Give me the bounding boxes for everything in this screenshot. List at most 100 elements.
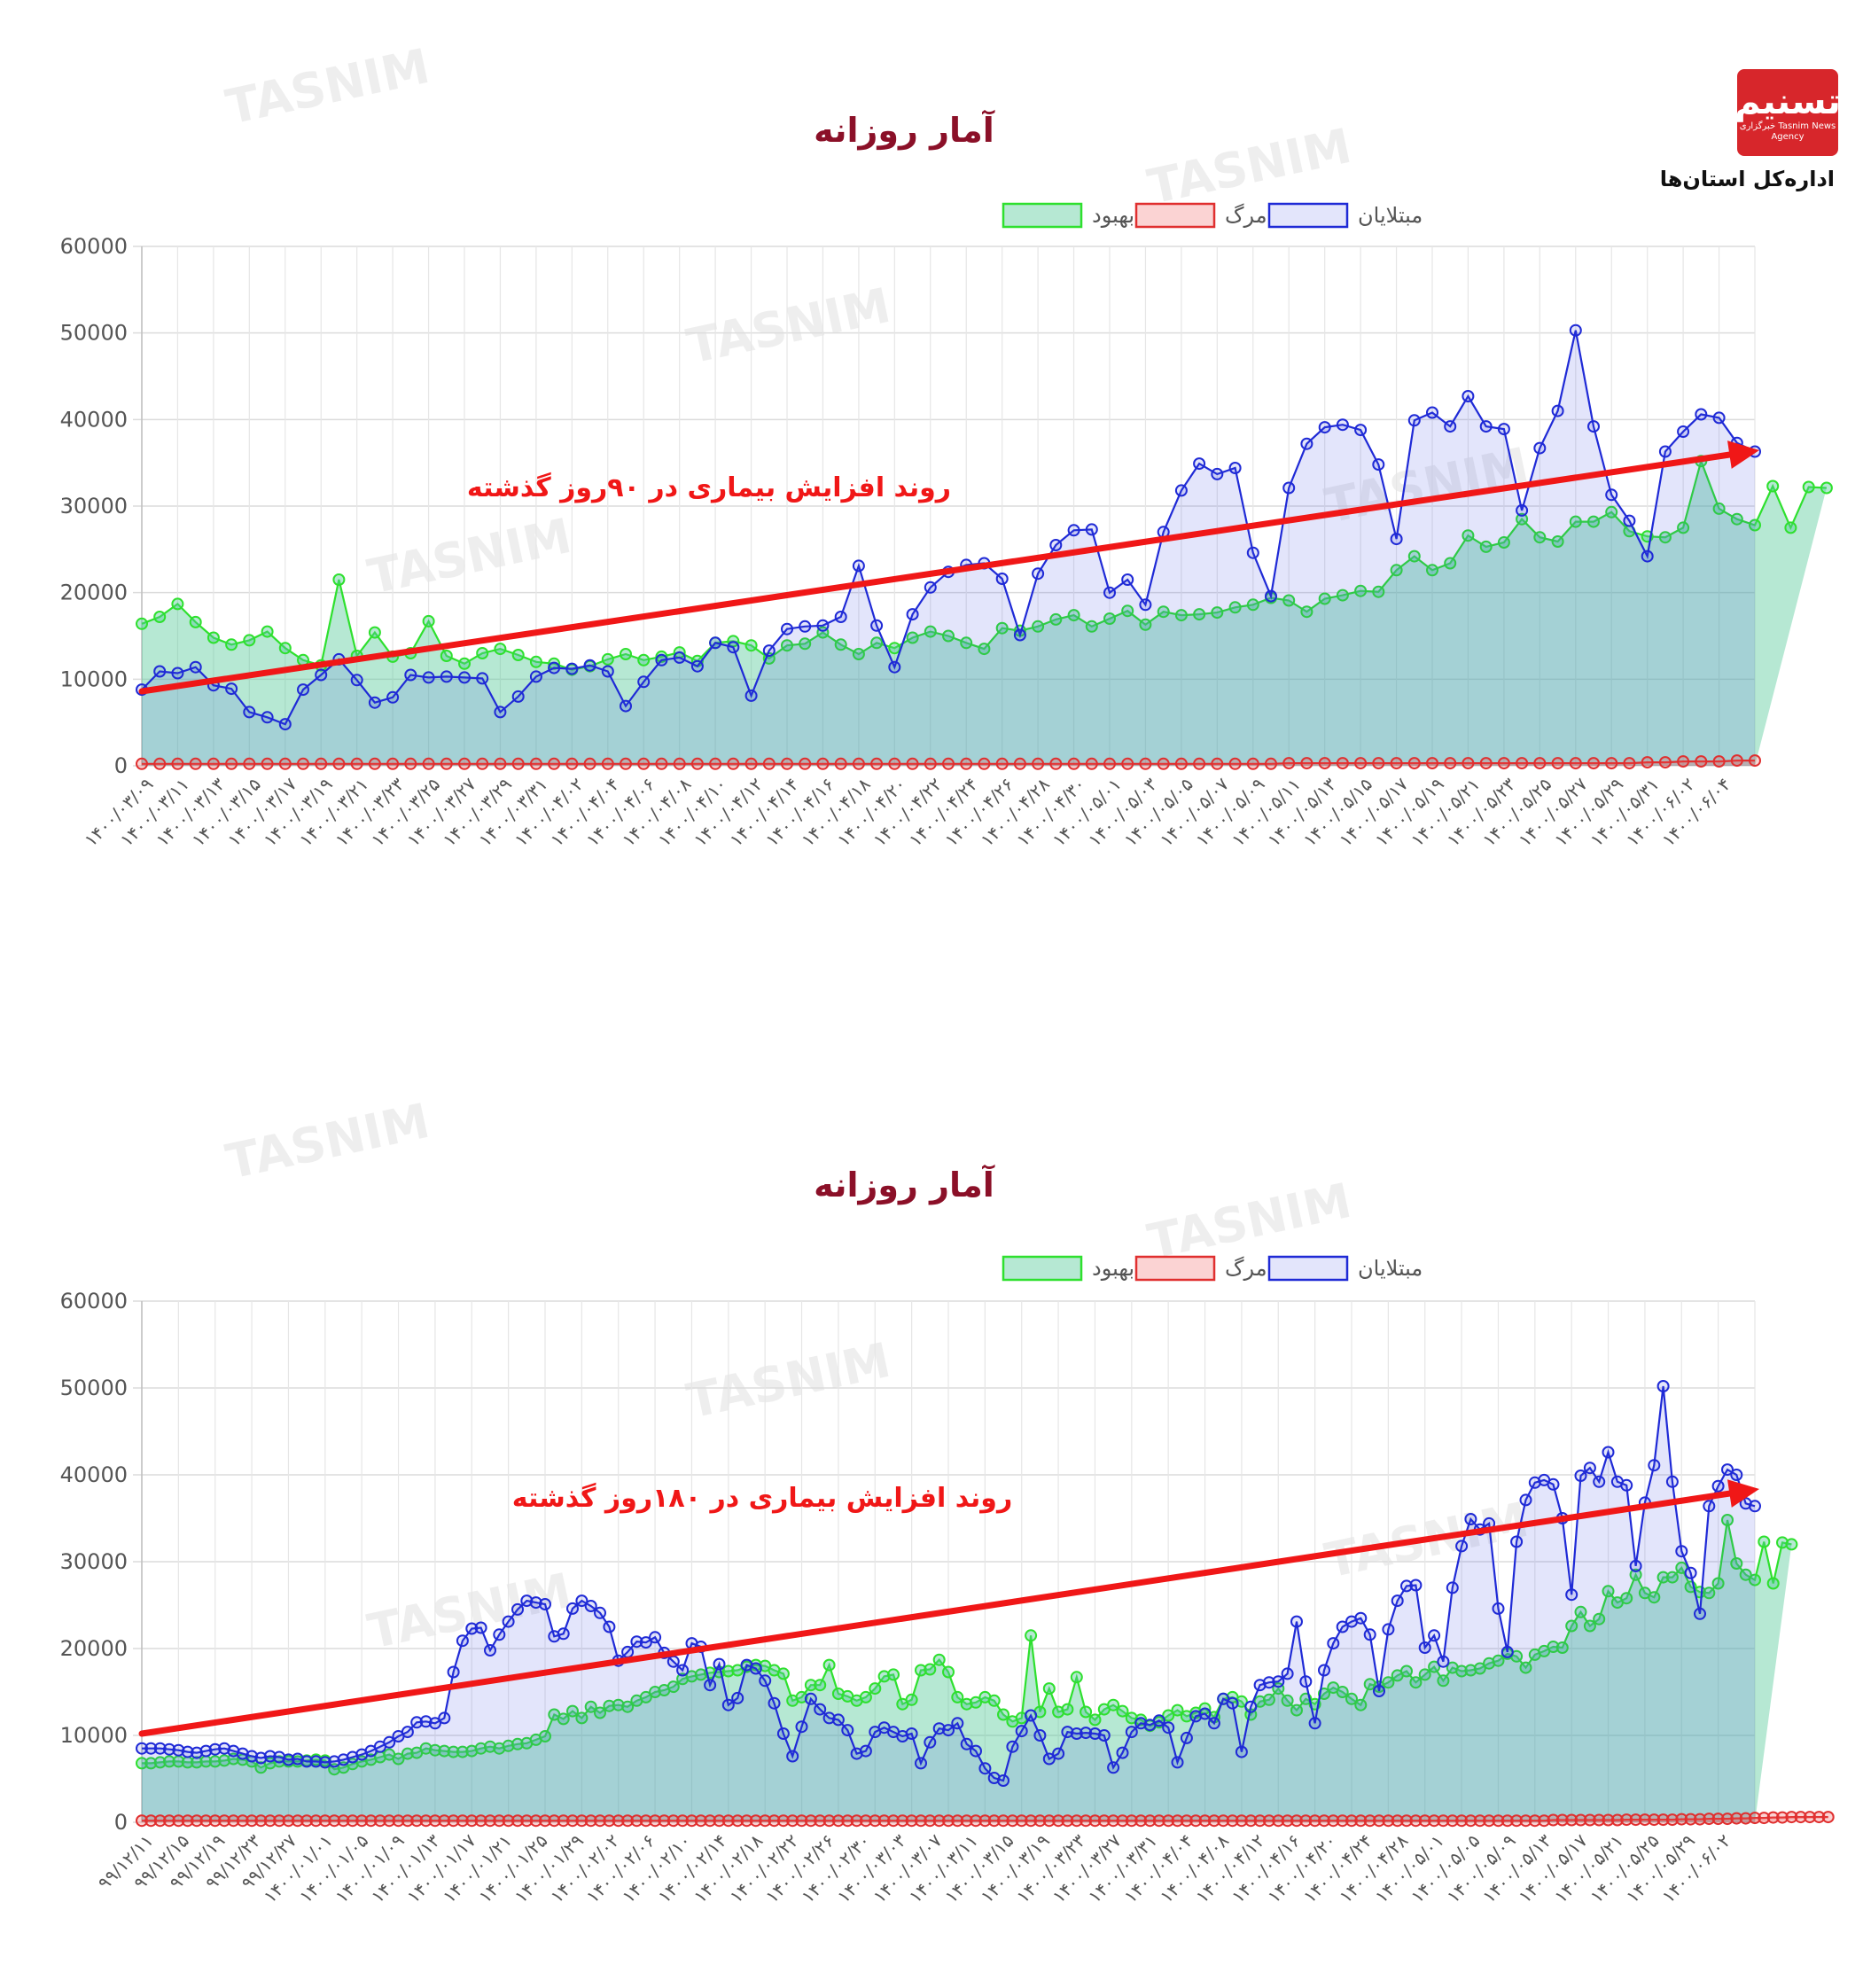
point-recovered: [781, 639, 793, 652]
point-infected: [713, 1657, 726, 1671]
area-recovered: [142, 461, 1827, 766]
point-death: [1211, 757, 1224, 770]
point-infected: [1067, 524, 1080, 537]
point-death: [309, 1814, 323, 1828]
point-infected: [386, 690, 400, 704]
point-death: [1565, 1813, 1578, 1827]
trend-arrow-head-icon: [1727, 440, 1759, 469]
point-death: [869, 1814, 882, 1828]
point-death: [484, 1814, 496, 1828]
y-tick-label: 60000: [60, 234, 128, 259]
point-infected: [1519, 1493, 1532, 1507]
point-infected: [297, 683, 309, 697]
point-infected: [261, 711, 274, 724]
point-infected: [1426, 406, 1438, 419]
point-infected: [474, 1621, 487, 1634]
point-recovered: [1785, 1538, 1798, 1551]
point-death: [1629, 1813, 1642, 1827]
point-recovered: [1593, 1612, 1606, 1625]
point-death: [621, 1814, 635, 1828]
point-death: [795, 1814, 808, 1828]
y-tick-label: 20000: [60, 581, 128, 605]
point-death: [474, 1814, 487, 1828]
point-death: [1528, 1814, 1541, 1828]
point-recovered: [942, 629, 955, 643]
point-recovered: [834, 638, 847, 651]
point-infected: [1006, 1740, 1019, 1753]
point-death: [1189, 1814, 1203, 1828]
point-recovered: [392, 1752, 405, 1766]
point-recovered: [932, 1653, 946, 1666]
point-recovered: [440, 650, 453, 662]
point-death: [995, 757, 1009, 770]
point-death: [1281, 1814, 1294, 1828]
point-recovered: [1125, 1711, 1138, 1725]
point-infected: [565, 662, 579, 675]
point-death: [172, 1814, 185, 1828]
point-death: [1171, 1814, 1184, 1828]
point-death: [493, 1814, 506, 1828]
point-death: [1157, 757, 1170, 770]
point-recovered: [1134, 1713, 1148, 1727]
point-recovered: [1070, 1671, 1083, 1684]
point-recovered: [502, 1739, 515, 1752]
point-infected: [1299, 1675, 1313, 1688]
point-recovered: [1300, 605, 1313, 619]
point-death: [153, 1814, 167, 1828]
point-death: [1299, 1814, 1313, 1828]
point-recovered: [1262, 1693, 1275, 1706]
point-death: [529, 757, 542, 770]
point-death: [1749, 1812, 1761, 1825]
point-death: [575, 1814, 589, 1828]
point-death: [1593, 1813, 1606, 1827]
point-death: [1061, 1814, 1074, 1828]
chart-90-days: TASNIMTASNIMTASNIMTASNIMTASNIMآمار روزان…: [60, 38, 1833, 851]
point-death: [721, 1814, 735, 1828]
point-infected: [136, 1742, 148, 1755]
point-death: [1336, 757, 1349, 770]
point-infected: [834, 611, 847, 623]
point-infected: [208, 1742, 222, 1756]
point-recovered: [1587, 515, 1600, 528]
point-recovered: [906, 631, 919, 644]
point-infected: [584, 1600, 597, 1612]
point-infected: [951, 1717, 964, 1730]
y-tick-label: 10000: [60, 1723, 128, 1748]
point-death: [1510, 1814, 1524, 1828]
point-recovered: [814, 1679, 827, 1692]
point-infected: [1418, 1641, 1431, 1654]
point-death: [1648, 1813, 1661, 1827]
point-infected: [1211, 467, 1224, 480]
point-death: [951, 1814, 964, 1828]
point-death: [181, 1814, 194, 1828]
point-death: [841, 1814, 854, 1828]
point-recovered: [1336, 589, 1349, 602]
point-infected: [404, 668, 417, 682]
point-recovered: [529, 655, 542, 668]
point-infected: [1373, 1685, 1385, 1697]
point-infected: [476, 672, 489, 685]
legend-label-recovered: بهبود: [1092, 203, 1134, 228]
point-death: [1821, 1811, 1835, 1824]
point-recovered: [1418, 1668, 1431, 1681]
point-recovered: [1766, 479, 1780, 493]
point-recovered: [822, 1658, 836, 1672]
point-recovered: [511, 1737, 524, 1750]
point-death: [1658, 756, 1672, 769]
point-death: [655, 757, 668, 770]
point-infected: [915, 1757, 927, 1770]
point-recovered: [1174, 609, 1188, 622]
point-infected: [759, 1674, 772, 1688]
point-recovered: [1749, 1573, 1761, 1587]
point-death: [458, 757, 471, 770]
point-death: [428, 1814, 441, 1828]
point-recovered: [997, 1708, 1009, 1721]
point-death: [1013, 757, 1026, 770]
point-recovered: [666, 1680, 680, 1694]
point-death: [834, 757, 847, 770]
point-infected: [870, 619, 884, 632]
point-death: [261, 757, 274, 770]
line-infected: [142, 1385, 1756, 1782]
point-recovered: [1426, 564, 1438, 577]
point-infected: [1629, 1559, 1642, 1572]
